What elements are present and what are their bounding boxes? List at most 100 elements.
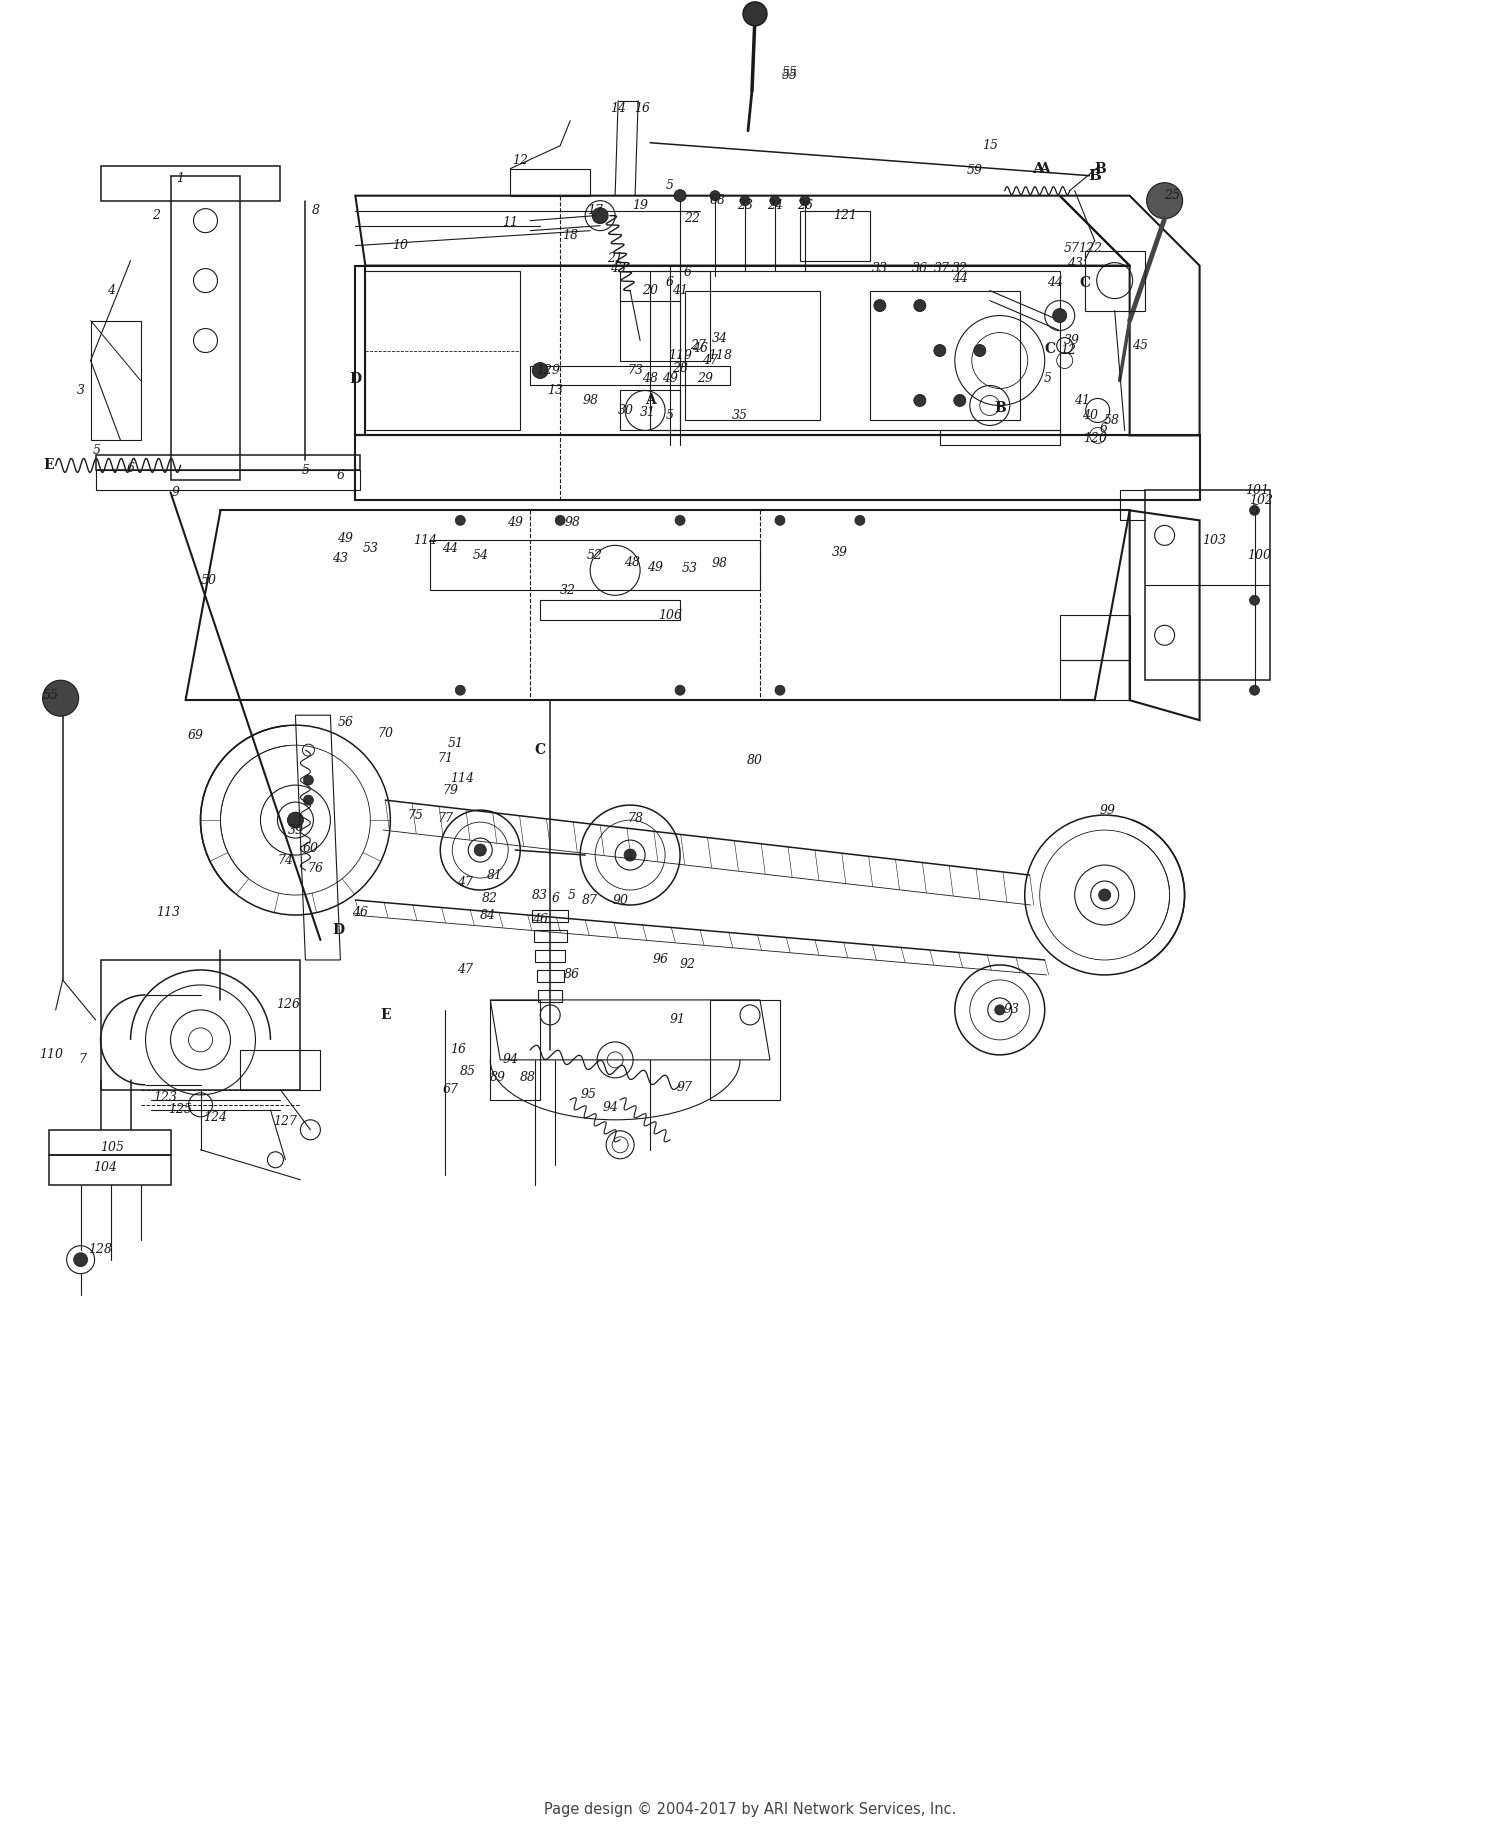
Text: 30: 30 <box>618 404 634 417</box>
Text: 89: 89 <box>490 1072 506 1084</box>
Text: 76: 76 <box>308 862 324 875</box>
Text: 98: 98 <box>564 516 580 529</box>
Text: 102: 102 <box>1250 494 1274 507</box>
Circle shape <box>914 300 926 312</box>
Text: 74: 74 <box>278 853 294 866</box>
Circle shape <box>934 344 946 357</box>
Text: 84: 84 <box>480 908 496 921</box>
Text: 47: 47 <box>458 963 474 976</box>
Text: 41: 41 <box>672 285 688 298</box>
Text: 53: 53 <box>363 542 378 555</box>
Text: 6: 6 <box>550 891 560 904</box>
Text: 99: 99 <box>1100 803 1116 816</box>
Text: 126: 126 <box>276 998 300 1011</box>
Circle shape <box>288 812 303 829</box>
Text: 75: 75 <box>408 809 423 822</box>
Circle shape <box>42 680 78 717</box>
Text: 114: 114 <box>450 772 474 785</box>
Text: 5: 5 <box>568 888 576 901</box>
Text: 83: 83 <box>532 888 548 901</box>
Circle shape <box>800 195 810 206</box>
Circle shape <box>1053 309 1066 322</box>
Text: 43: 43 <box>610 263 626 276</box>
Text: 49: 49 <box>507 516 524 529</box>
Circle shape <box>1098 890 1110 901</box>
Text: 119: 119 <box>668 349 692 362</box>
Text: 35: 35 <box>732 410 748 423</box>
Text: 9: 9 <box>171 485 180 498</box>
Text: 22: 22 <box>684 211 700 224</box>
Circle shape <box>456 686 465 695</box>
Text: 2: 2 <box>152 210 159 222</box>
Text: 94: 94 <box>503 1053 518 1066</box>
Text: 49: 49 <box>662 371 678 384</box>
Text: 39: 39 <box>288 823 303 836</box>
Text: C: C <box>534 743 546 757</box>
Text: 18: 18 <box>562 230 578 243</box>
Text: 40: 40 <box>1082 410 1098 423</box>
Text: 27: 27 <box>690 338 706 353</box>
Text: 41: 41 <box>1074 393 1089 406</box>
Text: 12: 12 <box>512 154 528 167</box>
Text: 36: 36 <box>912 263 928 276</box>
Text: 57: 57 <box>1064 243 1080 255</box>
Text: 19: 19 <box>632 199 648 211</box>
Text: 110: 110 <box>39 1048 63 1061</box>
Text: 47: 47 <box>458 875 474 888</box>
Text: 7: 7 <box>78 1053 87 1066</box>
Circle shape <box>855 515 865 526</box>
Text: 106: 106 <box>658 608 682 621</box>
Text: 39: 39 <box>1064 335 1080 347</box>
Circle shape <box>1146 182 1182 219</box>
Text: 104: 104 <box>93 1162 117 1174</box>
Text: 12: 12 <box>1059 344 1076 357</box>
Text: 8: 8 <box>312 204 320 217</box>
Text: B: B <box>994 401 1005 415</box>
Text: 6: 6 <box>666 276 674 289</box>
Text: 48: 48 <box>624 555 640 568</box>
Text: 85: 85 <box>460 1066 477 1079</box>
Text: 24: 24 <box>766 199 783 211</box>
Text: 31: 31 <box>640 406 656 419</box>
Text: 46: 46 <box>352 906 369 919</box>
Text: 32: 32 <box>952 263 968 276</box>
Text: 6: 6 <box>336 469 345 482</box>
Text: 33: 33 <box>871 263 888 276</box>
Text: 121: 121 <box>833 210 856 222</box>
Circle shape <box>675 515 686 526</box>
Text: 58: 58 <box>1104 414 1119 426</box>
Text: B: B <box>1088 169 1101 182</box>
Text: 68: 68 <box>710 195 726 208</box>
Text: 20: 20 <box>642 285 658 298</box>
Text: 23: 23 <box>736 199 753 211</box>
Text: 5: 5 <box>1251 504 1258 516</box>
Circle shape <box>1250 686 1260 695</box>
Circle shape <box>592 208 608 224</box>
Circle shape <box>1250 505 1260 515</box>
Text: 48: 48 <box>642 371 658 384</box>
Circle shape <box>974 344 986 357</box>
Text: 81: 81 <box>488 869 502 882</box>
Text: 80: 80 <box>747 754 764 766</box>
Text: 67: 67 <box>442 1083 459 1095</box>
Circle shape <box>954 395 966 406</box>
Text: 78: 78 <box>627 812 644 825</box>
Circle shape <box>770 195 780 206</box>
Text: 69: 69 <box>188 728 204 743</box>
Text: 6: 6 <box>684 267 692 279</box>
Circle shape <box>555 515 566 526</box>
Text: 91: 91 <box>670 1013 686 1026</box>
Text: 13: 13 <box>548 384 562 397</box>
Text: 16: 16 <box>450 1044 466 1057</box>
Text: 47: 47 <box>702 355 718 368</box>
Text: 26: 26 <box>796 199 813 211</box>
Text: 45: 45 <box>1131 338 1148 353</box>
Text: 88: 88 <box>520 1072 536 1084</box>
Text: 5: 5 <box>302 463 309 476</box>
Text: 54: 54 <box>472 550 489 562</box>
Text: 128: 128 <box>88 1242 112 1255</box>
Text: 56: 56 <box>338 715 354 728</box>
Text: 125: 125 <box>168 1103 192 1116</box>
Text: 101: 101 <box>1245 483 1269 496</box>
Text: 73: 73 <box>627 364 644 377</box>
